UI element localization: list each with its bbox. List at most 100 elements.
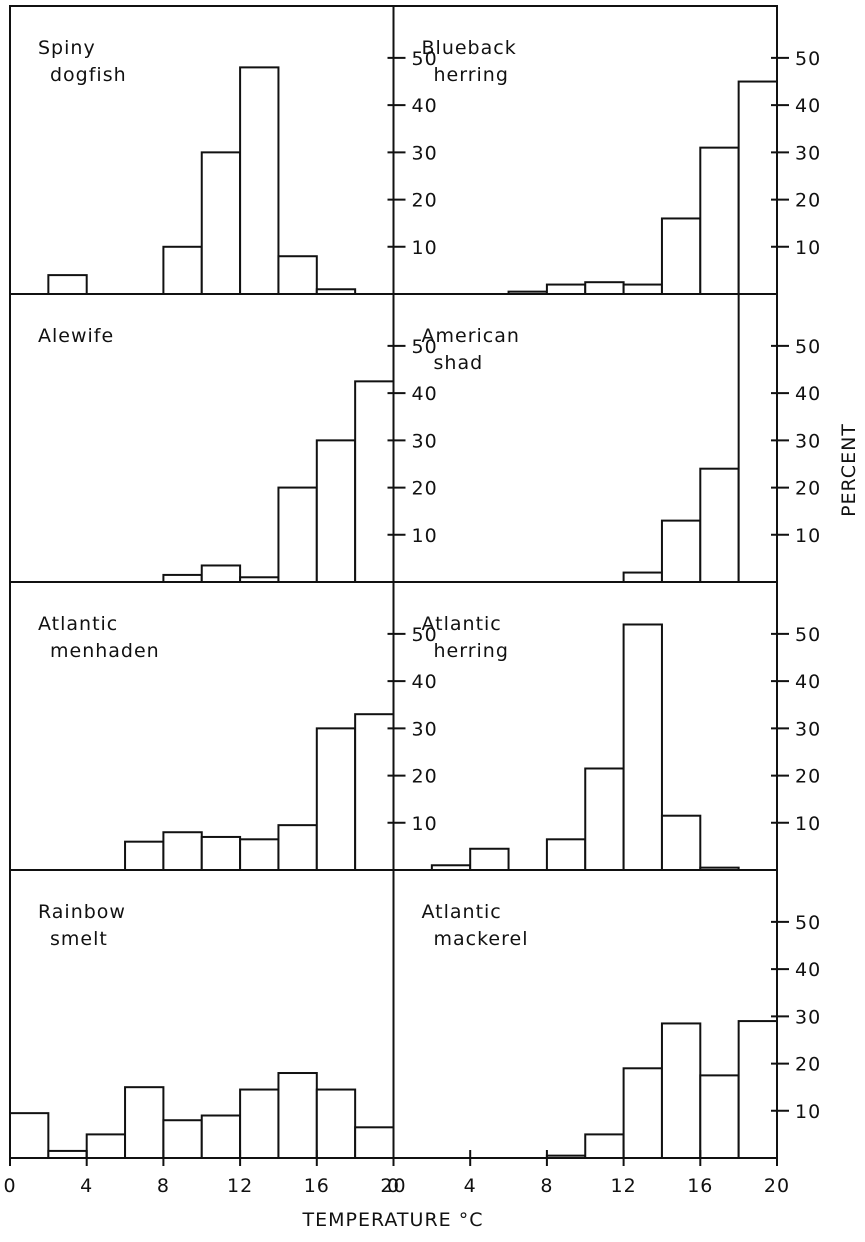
bar bbox=[660, 519, 702, 583]
y-tick-label: 10 bbox=[795, 1101, 821, 1123]
bar bbox=[660, 1022, 702, 1159]
x-tick-label: 4 bbox=[464, 1175, 477, 1197]
bar bbox=[584, 281, 625, 295]
y-tick-label: 30 bbox=[412, 430, 438, 452]
bar bbox=[239, 838, 280, 871]
x-tick-label: 0 bbox=[3, 1175, 16, 1197]
bar bbox=[354, 713, 395, 871]
x-tick-label: 8 bbox=[540, 1175, 553, 1197]
panel-title: Atlantic bbox=[422, 901, 502, 923]
bar bbox=[699, 467, 740, 584]
bar bbox=[584, 1133, 625, 1159]
panel-title: Atlantic bbox=[38, 613, 118, 635]
y-tick-label: 20 bbox=[412, 190, 438, 212]
bar bbox=[737, 293, 779, 583]
y-tick-label: 40 bbox=[412, 95, 438, 117]
y-tick-label: 50 bbox=[795, 336, 821, 358]
bar bbox=[162, 1119, 203, 1159]
bar bbox=[315, 727, 357, 871]
bar bbox=[9, 1112, 50, 1160]
bar bbox=[737, 80, 779, 295]
bar bbox=[162, 573, 203, 583]
bar bbox=[622, 283, 663, 295]
y-tick-label: 10 bbox=[412, 237, 438, 259]
bar bbox=[200, 564, 242, 583]
bar bbox=[47, 1149, 88, 1160]
y-tick-label: 30 bbox=[412, 142, 438, 164]
bar bbox=[277, 1072, 318, 1159]
bar bbox=[354, 380, 395, 583]
bar bbox=[545, 838, 587, 871]
bar bbox=[200, 151, 242, 295]
panel-title: menhaden bbox=[50, 640, 160, 662]
y-tick-label: 50 bbox=[795, 48, 821, 70]
bar bbox=[47, 274, 88, 295]
bar bbox=[699, 1074, 740, 1160]
bar bbox=[660, 217, 702, 295]
y-tick-label: 10 bbox=[795, 525, 821, 547]
bar bbox=[622, 1067, 663, 1159]
panel-title: Rainbow bbox=[38, 901, 126, 923]
panel-title: herring bbox=[434, 640, 509, 662]
y-tick-label: 20 bbox=[795, 766, 821, 788]
bar bbox=[469, 847, 510, 871]
y-tick-label: 20 bbox=[795, 478, 821, 500]
bar bbox=[737, 1020, 779, 1159]
bar bbox=[200, 1114, 242, 1159]
y-tick-label: 50 bbox=[795, 912, 821, 934]
y-tick-label: 50 bbox=[412, 624, 438, 646]
bar bbox=[85, 1133, 127, 1159]
y-tick-label: 40 bbox=[412, 671, 438, 693]
y-axis-label: PERCENT bbox=[838, 423, 860, 517]
y-tick-label: 20 bbox=[795, 190, 821, 212]
panel-title: smelt bbox=[50, 928, 108, 950]
panel-title: American bbox=[422, 325, 520, 347]
panel-title: Alewife bbox=[38, 325, 114, 347]
bar bbox=[315, 1088, 357, 1160]
y-tick-label: 40 bbox=[795, 95, 821, 117]
bar bbox=[124, 840, 165, 871]
x-tick-label: 12 bbox=[227, 1175, 253, 1197]
y-tick-label: 50 bbox=[795, 624, 821, 646]
y-tick-label: 30 bbox=[795, 1006, 821, 1028]
x-tick-label: 16 bbox=[304, 1175, 330, 1197]
bar bbox=[124, 1086, 165, 1159]
x-tick-label: 4 bbox=[80, 1175, 93, 1197]
bar bbox=[584, 767, 625, 872]
y-tick-label: 50 bbox=[412, 336, 438, 358]
x-tick-label: 8 bbox=[157, 1175, 170, 1197]
bar bbox=[162, 831, 203, 871]
bar bbox=[239, 66, 280, 296]
bar bbox=[354, 1126, 395, 1160]
panel-title: dogfish bbox=[50, 64, 127, 86]
y-tick-label: 30 bbox=[412, 718, 438, 740]
x-tick-label: 12 bbox=[611, 1175, 637, 1197]
y-tick-label: 50 bbox=[412, 48, 438, 70]
bar bbox=[162, 245, 203, 295]
x-axis-label: TEMPERATURE °C bbox=[302, 1209, 484, 1231]
x-tick-label: 20 bbox=[380, 1175, 406, 1197]
y-tick-label: 40 bbox=[795, 959, 821, 981]
y-tick-label: 40 bbox=[795, 383, 821, 405]
y-tick-label: 20 bbox=[412, 478, 438, 500]
bar bbox=[622, 623, 663, 872]
y-tick-label: 30 bbox=[795, 142, 821, 164]
panel-title: herring bbox=[434, 64, 509, 86]
panel-title: mackerel bbox=[434, 928, 529, 950]
bar bbox=[699, 146, 740, 295]
bar bbox=[545, 283, 587, 295]
y-tick-label: 30 bbox=[795, 430, 821, 452]
bar bbox=[660, 814, 702, 871]
y-tick-label: 10 bbox=[412, 813, 438, 835]
bar bbox=[200, 835, 242, 871]
y-tick-label: 20 bbox=[412, 766, 438, 788]
bar bbox=[277, 255, 318, 296]
x-tick-label: 0 bbox=[387, 1175, 400, 1197]
bar bbox=[239, 1088, 280, 1160]
panel-title: shad bbox=[434, 352, 484, 374]
y-tick-label: 10 bbox=[795, 237, 821, 259]
panel-title: Spiny bbox=[38, 37, 96, 59]
bar bbox=[277, 486, 318, 583]
y-tick-label: 10 bbox=[412, 525, 438, 547]
